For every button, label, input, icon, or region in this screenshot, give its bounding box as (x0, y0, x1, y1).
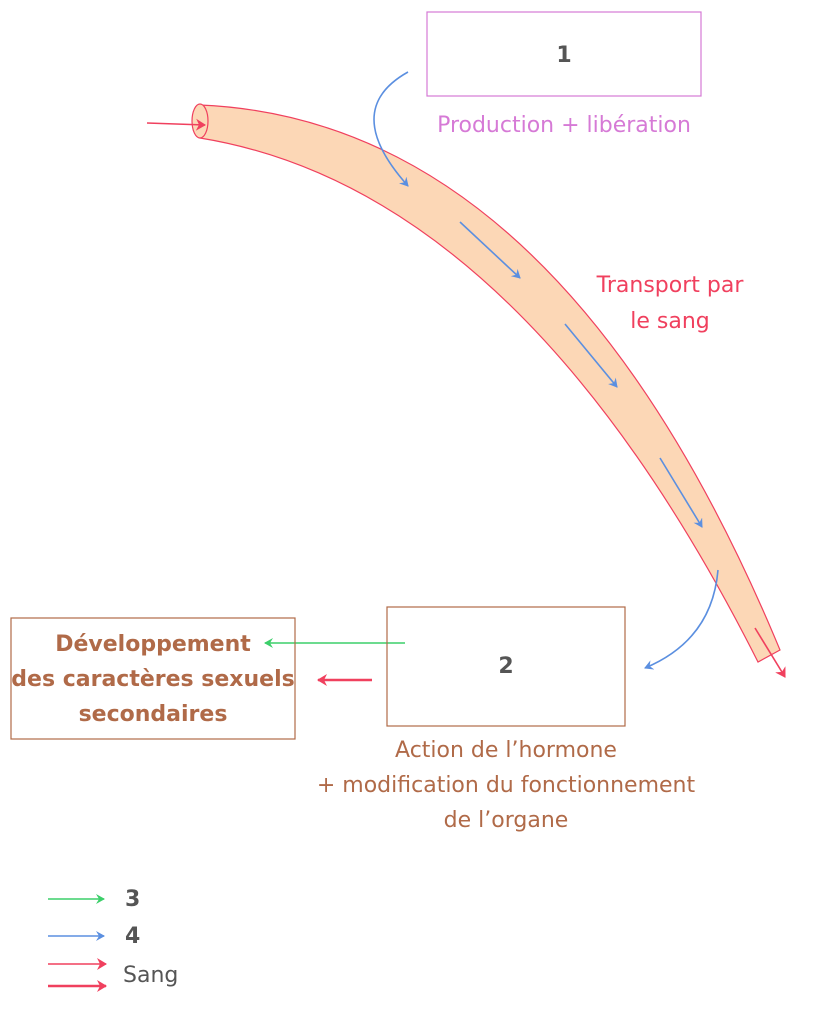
box-2 (386, 606, 626, 727)
legend: 3 4 Sang (48, 887, 178, 992)
box-1-label: 1 (556, 43, 571, 68)
box-1-caption: Production + libération (437, 113, 691, 138)
effect-text: Développement (55, 632, 251, 657)
box-1 (426, 11, 702, 97)
box-2-caption: + modification du fonctionnement (317, 773, 696, 798)
effect-text: secondaires (79, 702, 228, 727)
effect-box (10, 617, 296, 740)
effect-text: des caractères sexuels (11, 667, 294, 692)
hormone-arrows (373, 71, 719, 670)
box-2-caption: Action de l’hormone (395, 738, 617, 763)
blood-vessel (199, 104, 781, 663)
box-2-label: 2 (498, 654, 513, 679)
legend-label: 4 (125, 924, 140, 949)
blood-arrows (146, 118, 786, 686)
legend-label: 3 (125, 887, 140, 912)
vessel-opening (191, 103, 209, 139)
box-2-caption: de l’organe (444, 808, 569, 833)
vessel-caption: Transport par (596, 273, 745, 298)
legend-label: Sang (123, 963, 178, 988)
vessel-caption: le sang (630, 309, 710, 334)
